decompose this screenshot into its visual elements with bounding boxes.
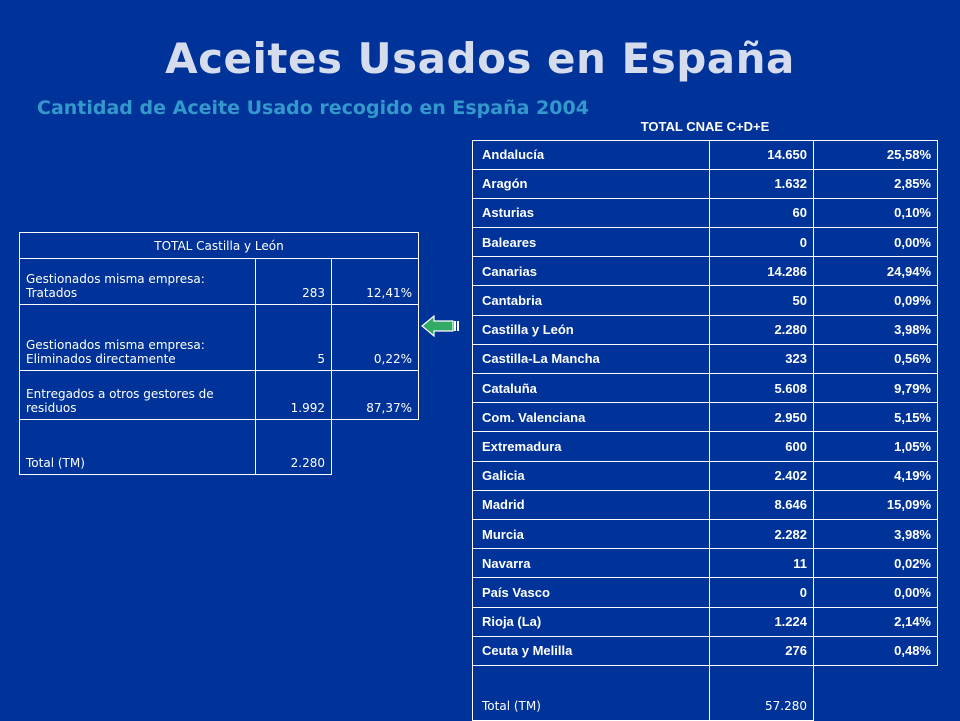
table-row: Castilla-La Mancha 323 0,56% <box>472 343 938 375</box>
table-row: Canarias 14.286 24,94% <box>472 256 938 287</box>
region-name: Cataluña <box>472 372 710 404</box>
region-name: Com. Valenciana <box>472 402 710 433</box>
table-row-value: 5 <box>255 304 332 371</box>
region-value: 600 <box>709 431 814 462</box>
region-percent: 25,58% <box>813 139 938 170</box>
region-percent: 0,10% <box>813 197 938 229</box>
region-value: 11 <box>709 548 814 579</box>
table-row: Extremadura 600 1,05% <box>472 431 938 462</box>
region-value: 50 <box>709 285 814 316</box>
region-percent: 3,98% <box>813 518 938 550</box>
total-value: 2.280 <box>255 419 332 475</box>
table-row: Asturias 60 0,10% <box>472 197 938 229</box>
region-name: Castilla y León <box>472 314 710 345</box>
region-percent: 2,14% <box>813 606 938 637</box>
table-row-percent: 0,22% <box>331 304 419 371</box>
table-row: Madrid 8.646 15,09% <box>472 489 938 520</box>
region-value: 5.608 <box>709 372 814 404</box>
region-name: Castilla-La Mancha <box>472 343 710 375</box>
table-row-label: Gestionados misma empresa: Eliminados di… <box>19 304 256 371</box>
castilla-leon-table-header: TOTAL Castilla y León <box>19 232 419 259</box>
table-row-value: 283 <box>255 258 332 305</box>
region-percent: 0,48% <box>813 635 938 666</box>
cnae-table: TOTAL CNAE C+D+E Andalucía 14.650 25,58% Ar… <box>472 88 938 721</box>
region-name: Galicia <box>472 460 710 491</box>
region-name: Asturias <box>472 197 710 229</box>
region-value: 2.280 <box>709 314 814 345</box>
region-percent: 3,98% <box>813 314 938 345</box>
region-percent: 0,56% <box>813 343 938 375</box>
table-row: Ceuta y Melilla 276 0,48% <box>472 635 938 666</box>
table-row-percent: 87,37% <box>331 370 419 420</box>
table-row: Navarra 11 0,02% <box>472 548 938 579</box>
table-row-label: Entregados a otros gestores de residuos <box>19 370 256 420</box>
region-name: Rioja (La) <box>472 606 710 637</box>
region-name: Andalucía <box>472 139 710 170</box>
region-percent: 1,05% <box>813 431 938 462</box>
table-row: País Vasco 0 0,00% <box>472 577 938 608</box>
region-value: 2.402 <box>709 460 814 491</box>
table-row: Cataluña 5.608 9,79% <box>472 372 938 404</box>
region-percent: 0,09% <box>813 285 938 316</box>
region-value: 14.650 <box>709 139 814 170</box>
region-percent: 24,94% <box>813 256 938 287</box>
arrow-left-icon <box>421 314 459 338</box>
table-row: Castilla y León 2.280 3,98% <box>472 314 938 345</box>
region-value: 276 <box>709 635 814 666</box>
region-value: 1.224 <box>709 606 814 637</box>
table-row: Rioja (La) 1.224 2,14% <box>472 606 938 637</box>
region-name: Cantabria <box>472 285 710 316</box>
region-value: 323 <box>709 343 814 375</box>
total-value: 57.280 <box>709 664 814 721</box>
region-name: Baleares <box>472 227 710 258</box>
region-value: 60 <box>709 197 814 229</box>
region-value: 1.632 <box>709 168 814 199</box>
region-percent: 0,00% <box>813 227 938 258</box>
region-name: Murcia <box>472 518 710 550</box>
region-percent: 0,00% <box>813 577 938 608</box>
castilla-leon-table: TOTAL Castilla y León Gestionados misma … <box>19 232 419 475</box>
cnae-table-header: TOTAL CNAE C+D+E <box>640 118 770 134</box>
region-value: 8.646 <box>709 489 814 520</box>
region-value: 2.950 <box>709 402 814 433</box>
page-subtitle: Cantidad de Aceite Usado recogido en Esp… <box>37 97 589 119</box>
region-percent: 2,85% <box>813 168 938 199</box>
page-title: Aceites Usados en España <box>165 34 795 83</box>
region-value: 0 <box>709 577 814 608</box>
region-percent: 0,02% <box>813 548 938 579</box>
region-percent: 15,09% <box>813 489 938 520</box>
table-row: Andalucía 14.650 25,58% <box>472 139 938 170</box>
region-value: 0 <box>709 227 814 258</box>
table-row: Baleares 0 0,00% <box>472 227 938 258</box>
region-name: Madrid <box>472 489 710 520</box>
table-row: Galicia 2.402 4,19% <box>472 460 938 491</box>
region-name: Aragón <box>472 168 710 199</box>
table-row: Com. Valenciana 2.950 5,15% <box>472 402 938 433</box>
table-row: Cantabria 50 0,09% <box>472 285 938 316</box>
region-name: País Vasco <box>472 577 710 608</box>
table-row: Aragón 1.632 2,85% <box>472 168 938 199</box>
region-value: 14.286 <box>709 256 814 287</box>
region-value: 2.282 <box>709 518 814 550</box>
total-label: Total (TM) <box>19 419 256 475</box>
table-row-value: 1.992 <box>255 370 332 420</box>
region-name: Navarra <box>472 548 710 579</box>
region-percent: 4,19% <box>813 460 938 491</box>
region-percent: 9,79% <box>813 372 938 404</box>
table-row-label: Gestionados misma empresa: Tratados <box>19 258 256 305</box>
total-label: Total (TM) <box>472 664 710 721</box>
region-percent: 5,15% <box>813 402 938 433</box>
region-name: Ceuta y Melilla <box>472 635 710 666</box>
region-name: Extremadura <box>472 431 710 462</box>
region-name: Canarias <box>472 256 710 287</box>
table-row-percent: 12,41% <box>331 258 419 305</box>
table-row: Murcia 2.282 3,98% <box>472 518 938 550</box>
